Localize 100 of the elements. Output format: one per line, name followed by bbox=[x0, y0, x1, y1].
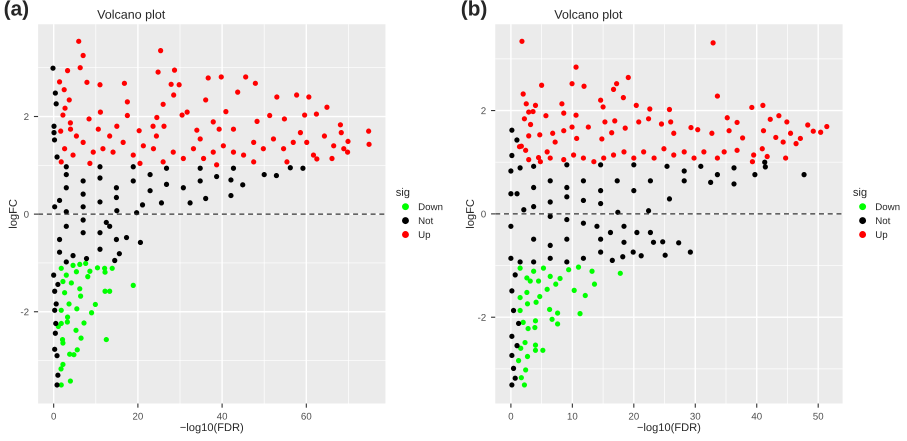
point bbox=[77, 286, 82, 292]
point bbox=[618, 270, 623, 276]
legend-label: Up bbox=[418, 231, 430, 240]
point bbox=[544, 286, 550, 292]
point bbox=[110, 266, 115, 271]
point bbox=[68, 378, 73, 384]
point bbox=[60, 278, 66, 284]
point bbox=[522, 382, 528, 388]
point bbox=[524, 290, 530, 296]
point bbox=[83, 260, 88, 266]
point bbox=[78, 336, 84, 341]
point bbox=[526, 326, 531, 332]
point bbox=[532, 342, 538, 348]
y-axis-title: logFC bbox=[466, 199, 476, 228]
point bbox=[516, 358, 522, 364]
x-tick-label: 40 bbox=[216, 412, 228, 420]
point bbox=[77, 262, 82, 268]
x-axis-title: −log10(FDR) bbox=[638, 422, 700, 434]
chart-title: Volcano plot bbox=[554, 10, 622, 22]
point bbox=[523, 367, 528, 373]
x-tick-label: 20 bbox=[132, 412, 143, 420]
point bbox=[518, 346, 524, 351]
point bbox=[577, 311, 583, 316]
x-axis-title: −log10(FDR) bbox=[180, 422, 244, 434]
point bbox=[520, 320, 526, 325]
point bbox=[62, 290, 68, 296]
point bbox=[528, 278, 533, 284]
point bbox=[102, 288, 108, 294]
legend-label: Down bbox=[418, 203, 442, 210]
point bbox=[60, 362, 66, 368]
point bbox=[58, 308, 64, 313]
point bbox=[532, 348, 538, 353]
chart-title: Volcano plot bbox=[97, 10, 166, 22]
point bbox=[64, 319, 70, 325]
x-tick-label: 20 bbox=[628, 412, 639, 420]
x-tick-label: 40 bbox=[752, 412, 762, 420]
point bbox=[74, 347, 80, 352]
y-tick-label: 2 bbox=[481, 107, 486, 114]
legend-title: sig bbox=[853, 188, 866, 198]
point bbox=[522, 340, 528, 346]
point bbox=[540, 348, 546, 353]
point bbox=[66, 301, 72, 307]
point bbox=[102, 270, 108, 275]
legend-label: Down bbox=[876, 203, 900, 210]
point bbox=[532, 318, 538, 324]
point bbox=[107, 288, 112, 294]
point bbox=[81, 320, 87, 326]
y-axis-title: logFC bbox=[8, 199, 20, 228]
point bbox=[572, 288, 577, 293]
point bbox=[553, 282, 558, 287]
point bbox=[64, 314, 70, 320]
point bbox=[531, 268, 536, 274]
point bbox=[589, 268, 595, 274]
legend-label: Not bbox=[876, 217, 890, 224]
point bbox=[73, 328, 79, 333]
point bbox=[130, 282, 136, 288]
y-tick-label: -2 bbox=[478, 314, 486, 321]
point bbox=[524, 275, 530, 281]
point bbox=[566, 267, 572, 272]
point bbox=[70, 262, 76, 268]
point bbox=[547, 306, 552, 312]
point bbox=[104, 336, 109, 342]
point bbox=[68, 280, 74, 286]
point bbox=[58, 366, 64, 372]
x-tick-label: 10 bbox=[568, 412, 578, 420]
point bbox=[549, 316, 555, 322]
point bbox=[582, 292, 588, 298]
point bbox=[532, 324, 538, 330]
point bbox=[92, 302, 98, 308]
point bbox=[537, 294, 542, 300]
x-tick-label: 60 bbox=[301, 412, 312, 420]
point bbox=[555, 310, 560, 316]
y-tick-label: -2 bbox=[20, 308, 29, 316]
point bbox=[548, 274, 553, 280]
point bbox=[67, 352, 72, 357]
x-tick-label: 0 bbox=[51, 412, 56, 420]
y-tick-label: 0 bbox=[24, 210, 29, 218]
legend-label: Not bbox=[418, 217, 434, 224]
point bbox=[88, 310, 94, 316]
point bbox=[540, 266, 546, 271]
point bbox=[74, 306, 80, 312]
point bbox=[524, 354, 530, 360]
text: (b) bbox=[462, 0, 486, 20]
point bbox=[536, 278, 542, 284]
point bbox=[592, 282, 598, 287]
x-tick-label: 30 bbox=[690, 412, 700, 420]
legend-title: sig bbox=[396, 188, 410, 198]
point bbox=[555, 321, 560, 327]
point bbox=[518, 266, 523, 271]
point bbox=[518, 375, 524, 380]
point bbox=[518, 294, 523, 300]
point bbox=[64, 272, 69, 278]
legend-label: Up bbox=[876, 231, 888, 240]
point bbox=[78, 294, 84, 299]
point bbox=[71, 352, 76, 358]
x-tick-label: 50 bbox=[813, 412, 824, 420]
x-tick-label: 0 bbox=[508, 412, 514, 420]
point bbox=[87, 268, 92, 274]
point bbox=[94, 265, 100, 270]
text: (a) bbox=[4, 0, 28, 20]
